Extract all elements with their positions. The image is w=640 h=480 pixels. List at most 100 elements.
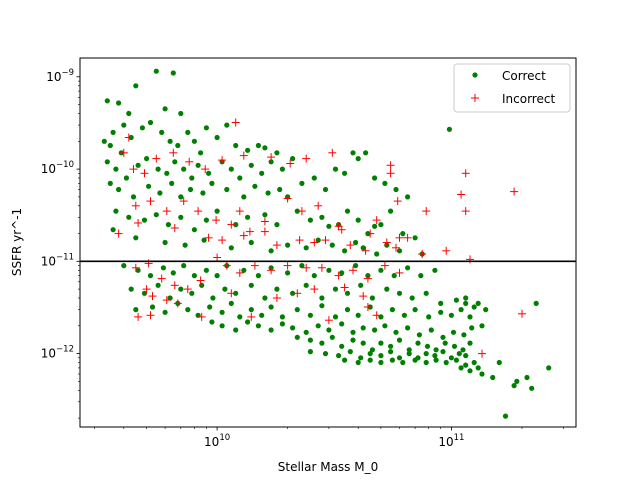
data-point-correct <box>206 170 212 176</box>
data-point-incorrect <box>235 268 244 277</box>
data-point-correct <box>329 242 335 248</box>
data-point-incorrect <box>272 294 281 302</box>
data-point-correct <box>189 290 195 296</box>
data-point-correct <box>224 186 230 193</box>
data-point-correct <box>290 325 296 331</box>
data-point-correct <box>339 321 345 327</box>
data-point-incorrect <box>185 157 194 166</box>
data-point-correct <box>326 327 332 333</box>
data-point-correct <box>363 150 369 156</box>
data-point-correct <box>262 145 268 151</box>
data-point-correct <box>228 300 234 306</box>
data-point-correct <box>237 175 243 181</box>
legend-frame <box>453 63 571 113</box>
data-point-correct <box>433 357 439 363</box>
data-point-correct <box>463 300 469 306</box>
data-point-correct <box>388 343 394 349</box>
data-point-incorrect <box>386 161 395 170</box>
data-point-correct <box>248 162 254 168</box>
data-point-incorrect <box>227 220 236 229</box>
data-point-correct <box>529 385 535 391</box>
data-point-incorrect <box>366 229 375 238</box>
data-point-correct <box>490 374 496 381</box>
data-point-incorrect <box>283 194 292 203</box>
data-point-correct <box>214 273 220 279</box>
data-point-correct <box>101 138 107 144</box>
data-point-incorrect <box>346 241 355 250</box>
data-point-correct <box>198 150 204 156</box>
data-point-correct <box>116 186 122 193</box>
data-point-correct <box>255 142 261 149</box>
data-point-correct <box>396 337 403 343</box>
data-point-correct <box>121 263 127 269</box>
data-point-correct <box>426 314 432 320</box>
data-point-correct <box>160 265 166 271</box>
data-point-correct <box>241 267 247 273</box>
data-point-incorrect <box>142 285 151 294</box>
data-point-correct <box>274 222 280 228</box>
data-point-correct <box>110 227 116 233</box>
data-point-correct <box>189 175 195 181</box>
data-point-incorrect <box>179 197 188 206</box>
data-point-correct <box>412 307 418 313</box>
data-point-correct <box>378 340 384 346</box>
data-point-correct <box>277 186 283 193</box>
data-point-correct <box>144 156 150 162</box>
data-point-correct <box>382 180 388 186</box>
data-point-correct <box>355 312 361 318</box>
data-point-correct <box>423 290 429 296</box>
data-point-correct <box>461 332 467 338</box>
data-point-correct <box>268 304 274 310</box>
data-point-correct <box>423 351 429 357</box>
data-point-correct <box>203 267 209 273</box>
data-point-incorrect <box>231 118 240 127</box>
data-point-correct <box>406 351 412 357</box>
data-point-incorrect <box>213 253 222 262</box>
data-point-correct <box>326 223 332 229</box>
data-points <box>101 68 552 419</box>
data-point-correct <box>475 300 481 306</box>
data-point-correct <box>322 186 329 193</box>
data-point-correct <box>149 304 156 310</box>
data-point-correct <box>319 295 325 301</box>
data-point-correct <box>378 267 384 273</box>
data-point-incorrect <box>510 187 519 196</box>
data-point-incorrect <box>361 246 370 255</box>
data-point-incorrect <box>418 250 427 258</box>
data-point-correct <box>467 340 473 346</box>
data-point-correct <box>233 290 239 296</box>
data-point-correct <box>336 353 342 359</box>
data-point-correct <box>319 214 325 220</box>
data-point-correct <box>162 239 168 246</box>
data-point-correct <box>311 273 317 279</box>
data-point-correct <box>303 282 309 288</box>
data-point-correct <box>219 309 225 315</box>
data-point-incorrect <box>478 349 486 358</box>
data-point-correct <box>440 349 446 355</box>
data-point-correct <box>146 183 152 189</box>
data-point-correct <box>294 334 300 340</box>
data-point-correct <box>279 166 285 172</box>
data-point-correct <box>307 312 313 318</box>
data-point-incorrect <box>212 216 221 225</box>
data-point-correct <box>153 212 159 218</box>
data-point-correct <box>210 295 216 301</box>
y-tick-label: 10−11 <box>41 252 74 268</box>
data-point-correct <box>126 214 132 220</box>
data-point-correct <box>104 98 110 104</box>
legend-label-correct: Correct <box>502 69 546 83</box>
data-point-correct <box>432 267 438 273</box>
data-point-correct <box>409 295 415 301</box>
data-point-incorrect <box>349 266 357 275</box>
data-point-correct <box>191 138 197 144</box>
data-point-correct <box>279 314 285 320</box>
data-point-correct <box>182 242 188 248</box>
data-point-correct <box>255 273 261 279</box>
data-point-correct <box>233 222 239 228</box>
data-point-correct <box>446 126 452 132</box>
data-point-incorrect <box>227 289 236 298</box>
data-point-correct <box>307 337 313 343</box>
data-point-incorrect <box>131 201 140 210</box>
data-point-incorrect <box>403 233 412 242</box>
